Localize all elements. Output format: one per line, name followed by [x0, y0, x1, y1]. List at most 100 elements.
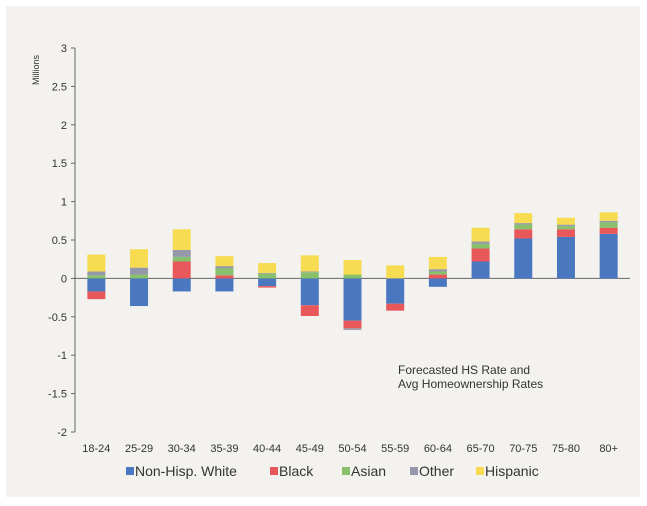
bar-segment-non-hisp-white	[599, 233, 618, 279]
bar-segment-black	[599, 227, 618, 234]
x-tick-label: 55-59	[381, 443, 409, 455]
bar-segment-asian	[87, 275, 106, 279]
y-tick-label: 2	[61, 120, 67, 132]
bar-segment-asian	[599, 222, 618, 228]
bar-segment-hispanic	[343, 259, 362, 275]
legend-label: Asian	[351, 463, 386, 479]
x-tick-label: 25-29	[125, 443, 153, 455]
bar-segment-asian	[300, 272, 319, 279]
y-tick-label: -0.5	[48, 312, 67, 324]
legend-label: Hispanic	[485, 463, 539, 479]
bar-segment-other	[514, 223, 533, 225]
legend-label: Other	[419, 463, 454, 479]
bar-segment-other	[87, 271, 106, 276]
bar-segment-other	[599, 220, 618, 223]
bar-segment-non-hisp-white	[172, 278, 191, 292]
y-tick-label: -1	[57, 350, 67, 362]
bar-segment-non-hisp-white	[130, 278, 149, 307]
bar-segment-other	[343, 328, 362, 330]
y-tick-label: 3	[61, 43, 67, 55]
bar-segment-hispanic	[87, 254, 106, 272]
bar-segment-hispanic	[599, 212, 618, 221]
x-tick-label: 60-64	[424, 443, 452, 455]
x-tick-label: 80+	[599, 443, 618, 455]
bar-segment-hispanic	[556, 217, 575, 225]
bar-segment-hispanic	[514, 213, 533, 224]
bar-segment-other	[428, 269, 447, 272]
x-tick-label: 30-34	[168, 443, 196, 455]
bar-segment-other	[215, 266, 234, 269]
bar-segment-hispanic	[300, 255, 319, 272]
bar-segment-non-hisp-white	[514, 238, 533, 279]
y-tick-label: 2.5	[52, 81, 67, 93]
y-axis-title: Millions	[31, 55, 41, 86]
bar-segment-asian	[172, 256, 191, 262]
x-tick-label: 75-80	[552, 443, 580, 455]
bar-segment-non-hisp-white	[300, 278, 319, 306]
bar-segment-black	[215, 275, 234, 279]
bar-segment-asian	[130, 274, 149, 279]
chart-frame: 3 2.5 2 1.5 1 0.5 0 -0.5 -1 -1.5 -2 Millions 18-24 25…	[6, 6, 640, 497]
bar-segment-non-hisp-white	[215, 278, 234, 292]
bar-segment-black	[471, 248, 490, 262]
bar-segment-hispanic	[215, 256, 234, 267]
bar-segment-non-hisp-white	[87, 278, 106, 292]
bar-segment-other	[300, 271, 319, 273]
x-tick-label: 70-75	[509, 443, 537, 455]
bar-segment-hispanic	[428, 256, 447, 270]
y-tick-label: -2	[57, 427, 67, 439]
legend-label: Non-Hisp. White	[135, 463, 237, 479]
x-tick-label: 50-54	[338, 443, 366, 455]
x-tick-label: 35-39	[210, 443, 238, 455]
bar-segment-non-hisp-white	[471, 261, 490, 279]
bar-segment-non-hisp-white	[258, 278, 277, 287]
bar-segment-asian	[556, 226, 575, 230]
bar-segment-non-hisp-white	[386, 278, 405, 304]
bar-segment-non-hisp-white	[343, 278, 362, 321]
bar-segment-hispanic	[258, 263, 277, 274]
bar-segment-asian	[471, 243, 490, 249]
x-tick-label: 40-44	[253, 443, 281, 455]
x-tick-label: 18-24	[82, 443, 110, 455]
legend-swatch	[410, 467, 418, 475]
bar-segment-hispanic	[386, 265, 405, 279]
bar-segment-other	[172, 249, 191, 257]
bar-segment-black	[172, 261, 191, 279]
chart-annotation: Avg Homeownership Rates	[398, 377, 543, 391]
bar-segment-black	[300, 305, 319, 317]
bar-segment-non-hisp-white	[428, 278, 447, 287]
x-tick-label: 45-49	[296, 443, 324, 455]
bar-segment-asian	[428, 271, 447, 275]
bar-segment-black	[386, 303, 405, 311]
bar-segment-black	[428, 274, 447, 279]
bar-segment-black	[343, 320, 362, 329]
bar-segment-black	[556, 229, 575, 237]
legend-swatch	[270, 467, 278, 475]
x-tick-label: 65-70	[467, 443, 495, 455]
bar-segment-asian	[343, 274, 362, 279]
bar-segment-non-hisp-white	[556, 236, 575, 279]
bar-segment-asian	[258, 273, 277, 279]
bar-segment-hispanic	[130, 249, 149, 268]
bar-segment-other	[130, 267, 149, 275]
bar-segment-other	[471, 241, 490, 244]
legend-swatch	[126, 467, 134, 475]
y-tick-label: 0.5	[52, 235, 67, 247]
chart-annotation: Forecasted HS Rate and	[398, 363, 530, 377]
bar-segment-black	[514, 229, 533, 239]
stacked-bar-chart: 3 2.5 2 1.5 1 0.5 0 -0.5 -1 -1.5 -2 Millions 18-24 25…	[31, 43, 630, 479]
legend-label: Black	[279, 463, 314, 479]
y-tick-label: 1	[61, 197, 67, 209]
y-tick-label: 1.5	[52, 158, 67, 170]
bar-segment-hispanic	[471, 227, 490, 242]
bar-segment-black	[258, 286, 277, 288]
bar-segment-black	[87, 291, 106, 300]
bar-segment-other	[258, 273, 277, 274]
bar-segment-asian	[514, 224, 533, 230]
y-tick-label: -1.5	[48, 389, 67, 401]
bar-segment-asian	[215, 268, 234, 276]
legend-swatch	[476, 467, 484, 475]
legend-swatch	[342, 467, 350, 475]
y-tick-label: 0	[61, 273, 67, 285]
bar-segment-hispanic	[172, 229, 191, 250]
